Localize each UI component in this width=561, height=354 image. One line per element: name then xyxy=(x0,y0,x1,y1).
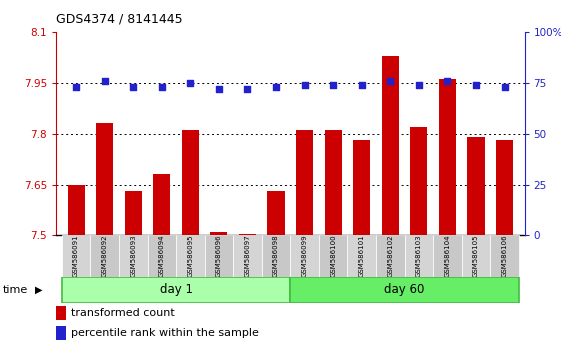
Text: ▶: ▶ xyxy=(35,285,42,295)
Bar xyxy=(62,277,291,303)
Text: GSM586092: GSM586092 xyxy=(102,235,108,277)
Point xyxy=(386,78,395,84)
Text: transformed count: transformed count xyxy=(71,308,174,318)
Bar xyxy=(319,235,347,278)
Bar xyxy=(296,130,313,235)
Point xyxy=(357,82,366,87)
Bar xyxy=(291,277,519,303)
Text: GSM586096: GSM586096 xyxy=(216,234,222,277)
Text: GSM586103: GSM586103 xyxy=(416,234,422,277)
Text: GSM586098: GSM586098 xyxy=(273,234,279,277)
Bar xyxy=(67,184,85,235)
Point xyxy=(243,86,252,92)
Bar xyxy=(119,235,148,278)
Bar xyxy=(262,235,291,278)
Bar xyxy=(439,79,456,235)
Bar xyxy=(148,235,176,278)
Point xyxy=(500,84,509,90)
Text: GSM586101: GSM586101 xyxy=(358,234,365,277)
Text: GSM586091: GSM586091 xyxy=(73,234,79,277)
Text: GSM586100: GSM586100 xyxy=(330,234,336,277)
Bar xyxy=(433,235,462,278)
Bar xyxy=(496,141,513,235)
Bar xyxy=(125,191,142,235)
Text: day 1: day 1 xyxy=(159,284,192,296)
Text: percentile rank within the sample: percentile rank within the sample xyxy=(71,328,259,338)
Text: GSM586097: GSM586097 xyxy=(245,234,250,277)
Bar xyxy=(347,235,376,278)
Bar xyxy=(90,235,119,278)
Bar xyxy=(381,56,399,235)
Bar xyxy=(153,174,171,235)
Bar xyxy=(404,235,433,278)
Text: GSM586095: GSM586095 xyxy=(187,235,194,277)
Text: day 60: day 60 xyxy=(384,284,425,296)
Bar xyxy=(410,127,427,235)
Point xyxy=(329,82,338,87)
Text: GSM586106: GSM586106 xyxy=(502,234,508,277)
Point xyxy=(415,82,424,87)
Point xyxy=(100,78,109,84)
Bar xyxy=(239,234,256,235)
Point xyxy=(186,80,195,86)
Point xyxy=(128,84,137,90)
Bar xyxy=(182,130,199,235)
Bar xyxy=(205,235,233,278)
Bar xyxy=(291,235,319,278)
Text: GSM586094: GSM586094 xyxy=(159,235,165,277)
Bar xyxy=(325,130,342,235)
Bar xyxy=(376,235,404,278)
Bar xyxy=(490,235,519,278)
Bar xyxy=(462,235,490,278)
Bar xyxy=(210,232,227,235)
Text: time: time xyxy=(3,285,28,295)
Bar xyxy=(96,124,113,235)
Text: GSM586099: GSM586099 xyxy=(302,234,307,277)
Bar xyxy=(353,141,370,235)
Point xyxy=(471,82,480,87)
Text: GSM586102: GSM586102 xyxy=(387,235,393,277)
Point xyxy=(272,84,280,90)
Bar xyxy=(62,235,90,278)
Text: GSM586105: GSM586105 xyxy=(473,235,479,277)
Bar xyxy=(176,235,205,278)
Bar xyxy=(268,191,284,235)
Point xyxy=(214,86,223,92)
Text: GDS4374 / 8141445: GDS4374 / 8141445 xyxy=(56,12,183,25)
Bar xyxy=(467,137,485,235)
Point xyxy=(443,78,452,84)
Point xyxy=(72,84,81,90)
Point xyxy=(157,84,166,90)
Point xyxy=(300,82,309,87)
Bar xyxy=(233,235,262,278)
Text: GSM586104: GSM586104 xyxy=(444,235,450,277)
Text: GSM586093: GSM586093 xyxy=(130,234,136,277)
